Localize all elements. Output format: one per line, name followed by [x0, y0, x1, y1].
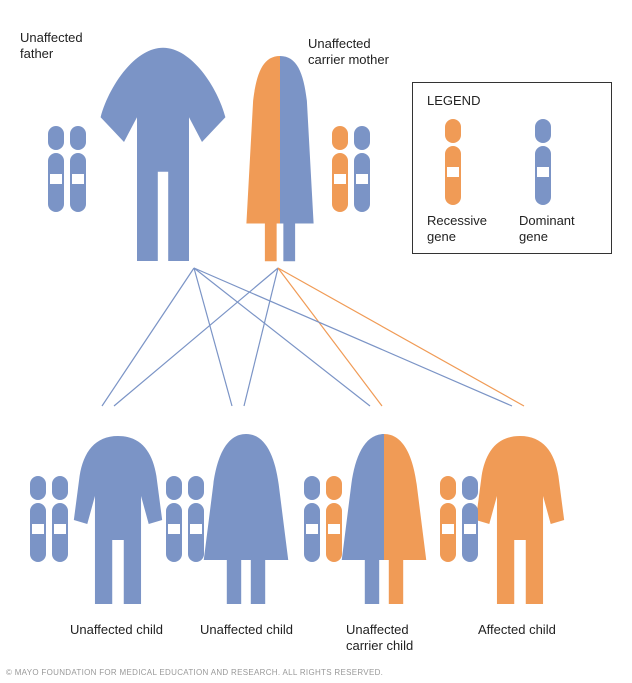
- legend-chromo-recessive: [445, 119, 461, 210]
- legend-label-dominant: Dominant gene: [519, 213, 575, 246]
- label-mother: Unaffected carrier mother: [308, 36, 389, 69]
- legend-label-recessive: Recessive gene: [427, 213, 487, 246]
- legend-title: LEGEND: [427, 93, 480, 109]
- copyright-footer: © Mayo Foundation for Medical Education …: [6, 668, 383, 677]
- label-father: Unaffected father: [20, 30, 83, 63]
- legend: LEGEND Recessive gene Dominant gene: [412, 82, 612, 254]
- label-child1: Unaffected child: [70, 622, 163, 638]
- legend-chromo-dominant: [535, 119, 551, 210]
- label-child4: Affected child: [478, 622, 556, 638]
- label-child2: Unaffected child: [200, 622, 293, 638]
- label-child3: Unaffected carrier child: [346, 622, 413, 655]
